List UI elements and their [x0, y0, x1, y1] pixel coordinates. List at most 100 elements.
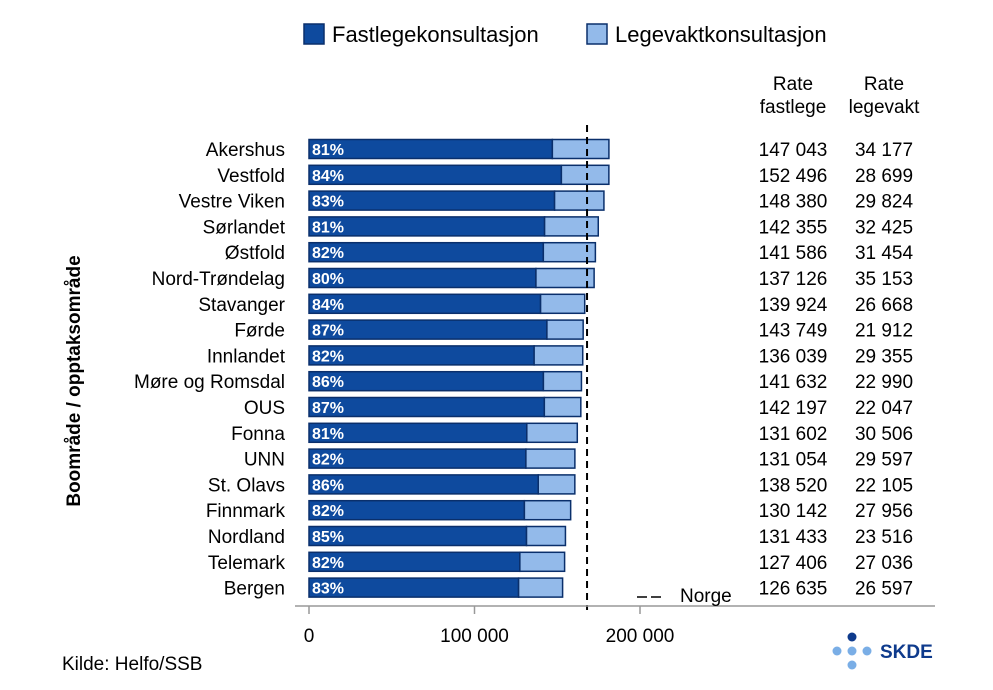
bar-fastlege	[308, 370, 545, 392]
rate-legevakt-value: 31 454	[855, 243, 914, 264]
share-label: 86%	[312, 477, 344, 494]
category-label: Østfold	[225, 243, 285, 264]
bar-legevakt	[551, 138, 610, 160]
rate-fastlege-value: 131 602	[759, 424, 828, 445]
category-label: Fonna	[231, 424, 285, 445]
category-label: UNN	[244, 450, 285, 471]
rate-fastlege-value: 131 433	[759, 527, 828, 548]
bar-legevakt	[539, 293, 586, 315]
col1-header-line2: fastlege	[760, 97, 827, 118]
share-label: 83%	[312, 581, 344, 598]
rate-legevakt-value: 22 990	[855, 372, 913, 393]
category-label: Nord-Trøndelag	[152, 269, 285, 290]
col2-header-line2: legevakt	[849, 97, 920, 118]
category-label: Bergen	[224, 579, 285, 600]
bar-fastlege	[308, 190, 556, 211]
bar-legevakt	[526, 422, 579, 444]
legend-swatch-legevakt	[586, 23, 608, 45]
bar-fastlege	[308, 138, 554, 160]
rate-legevakt-value: 22 105	[855, 475, 913, 496]
rate-legevakt-value: 30 506	[855, 424, 913, 445]
category-label: St. Olavs	[208, 475, 285, 496]
rate-legevakt-value: 22 047	[855, 398, 913, 419]
rate-fastlege-value: 138 520	[759, 475, 828, 496]
category-label: Vestfold	[217, 166, 285, 187]
rate-legevakt-value: 26 668	[855, 295, 913, 316]
bar-legevakt	[553, 190, 605, 211]
rate-fastlege-value: 136 039	[759, 346, 828, 367]
legend: Fastlegekonsultasjon Legevaktkonsultasjo…	[303, 22, 827, 47]
legend-label-fastlege: Fastlegekonsultasjon	[332, 22, 539, 47]
source-note: Kilde: Helfo/SSB	[62, 654, 202, 675]
share-label: 84%	[312, 168, 344, 185]
reference-legend: Norge	[637, 586, 732, 607]
rate-fastlege-value: 139 924	[759, 295, 828, 316]
share-label: 80%	[312, 271, 344, 288]
category-label: Telemark	[208, 553, 286, 574]
table-headers: Rate fastlege Rate legevakt	[760, 74, 920, 118]
bar-fastlege	[308, 319, 548, 340]
bar-legevakt	[542, 241, 597, 263]
bar-fastlege	[308, 216, 546, 237]
share-label: 87%	[312, 400, 344, 417]
rate-fastlege-value: 142 197	[759, 398, 828, 419]
bar-legevakt	[543, 396, 582, 418]
rate-fastlege-value: 137 126	[759, 269, 828, 290]
bar-fastlege	[308, 396, 546, 418]
share-label: 82%	[312, 245, 344, 262]
col1-header-line1: Rate	[773, 74, 813, 95]
bar-legevakt	[525, 448, 576, 469]
rate-legevakt-value: 35 153	[855, 269, 913, 290]
rate-fastlege-value: 127 406	[759, 553, 828, 574]
share-label: 86%	[312, 374, 344, 391]
share-label: 87%	[312, 323, 344, 340]
bar-legevakt	[535, 267, 595, 289]
bar-legevakt	[517, 577, 564, 598]
rate-fastlege-value: 141 586	[759, 243, 828, 264]
category-label: Innlandet	[207, 346, 286, 367]
rate-legevakt-value: 29 355	[855, 346, 913, 367]
rate-legevakt-value: 27 036	[855, 553, 913, 574]
share-label: 82%	[312, 555, 344, 572]
x-tick-label: 0	[304, 626, 315, 647]
category-label: Nordland	[208, 527, 285, 548]
legend-swatch-fastlege	[303, 23, 325, 45]
x-axis: 0 100 000 200 000	[295, 605, 935, 647]
skde-logo: SKDE	[832, 632, 933, 670]
rate-fastlege-value: 142 355	[759, 217, 828, 238]
logo-dot-bottom	[847, 660, 857, 670]
bar-legevakt	[533, 345, 584, 366]
rate-fastlege-value: 143 749	[759, 321, 828, 342]
rate-fastlege-value: 126 635	[759, 579, 828, 600]
rate-fastlege-value: 130 142	[759, 501, 828, 522]
rate-fastlege-value: 141 632	[759, 372, 828, 393]
bar-legevakt	[560, 164, 610, 186]
bar-legevakt	[525, 525, 567, 547]
logo-dot-top	[847, 632, 857, 642]
share-label: 85%	[312, 529, 344, 546]
bar-rows: Akershus 81% 147 043 34 177 Vestfold 84% 152 4…	[134, 138, 914, 600]
bar-legevakt	[523, 499, 572, 521]
logo-text: SKDE	[880, 642, 933, 663]
rate-legevakt-value: 21 912	[855, 321, 913, 342]
share-label: 84%	[312, 297, 344, 314]
share-label: 81%	[312, 426, 344, 443]
logo-dot-right	[862, 646, 872, 656]
category-label: Sørlandet	[203, 217, 286, 238]
share-label: 83%	[312, 194, 344, 211]
rate-fastlege-value: 131 054	[759, 450, 828, 471]
category-label: Vestre Viken	[179, 192, 285, 213]
bar-fastlege	[308, 164, 563, 186]
rate-fastlege-value: 152 496	[759, 166, 828, 187]
bar-fastlege	[308, 241, 545, 263]
rate-fastlege-value: 148 380	[759, 192, 828, 213]
col2-header-line1: Rate	[864, 74, 904, 95]
category-label: Finnmark	[206, 501, 286, 522]
y-axis-title: Boområde / opptaksområde	[64, 255, 85, 506]
bar-legevakt	[519, 551, 566, 573]
share-label: 81%	[312, 142, 344, 159]
bar-legevakt	[542, 370, 583, 392]
share-label: 81%	[312, 219, 344, 236]
logo-dot-left	[832, 646, 842, 656]
